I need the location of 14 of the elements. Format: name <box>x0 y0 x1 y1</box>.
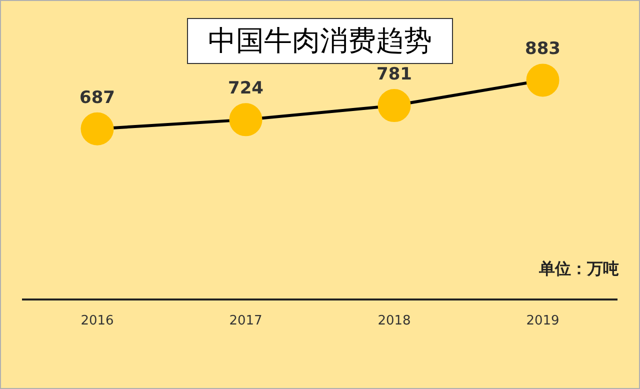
x-tick-label: 2018 <box>378 314 411 329</box>
chart-title: 中国牛肉消费趋势 <box>187 18 453 64</box>
data-label: 687 <box>80 88 115 108</box>
x-tick-label: 2017 <box>229 314 262 329</box>
point <box>526 64 560 97</box>
data-label: 781 <box>376 64 412 84</box>
point <box>80 112 114 146</box>
point <box>378 89 411 122</box>
data-label: 883 <box>525 39 560 60</box>
x-tick-label: 2019 <box>526 314 560 329</box>
x-tick-label: 2016 <box>80 314 114 329</box>
point <box>229 103 262 136</box>
data-label: 724 <box>228 78 264 99</box>
text: 单位：万吨 <box>539 259 619 280</box>
